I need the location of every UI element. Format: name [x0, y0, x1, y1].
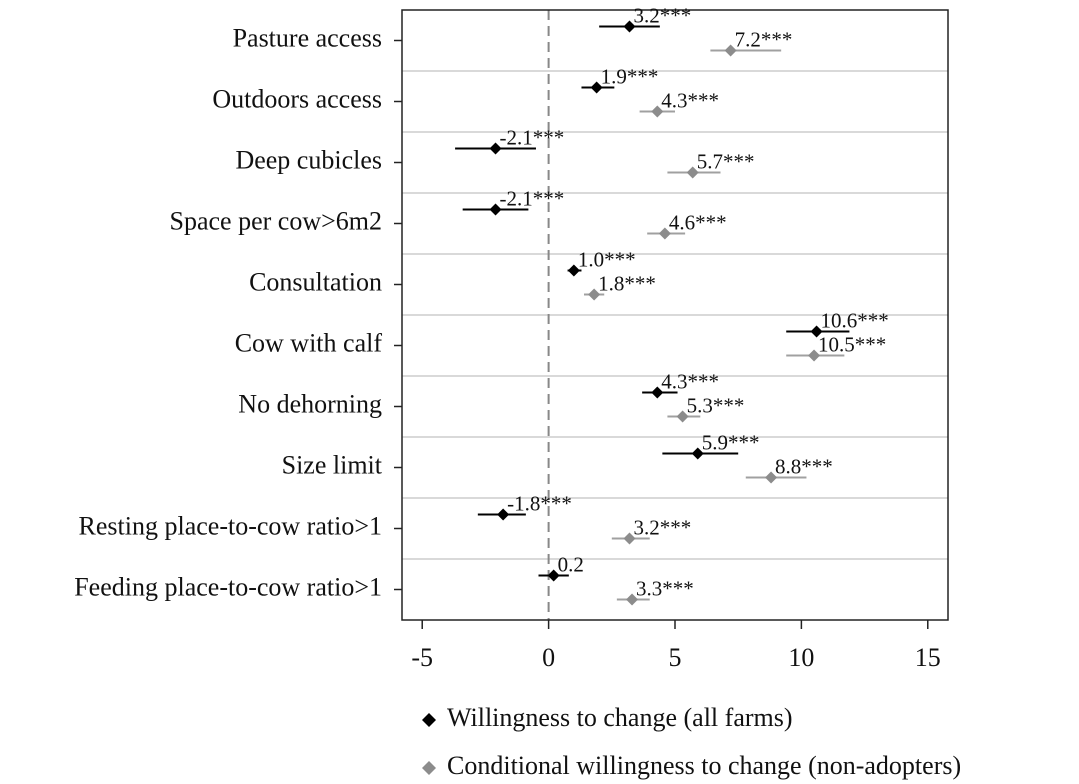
x-tick-label: 10: [788, 643, 814, 672]
data-label: 4.3***: [661, 369, 719, 393]
data-label: 8.8***: [775, 454, 833, 478]
point-marker: [651, 386, 664, 399]
legend-marker: [422, 761, 436, 775]
point-marker: [808, 349, 821, 362]
point-marker: [497, 508, 510, 521]
x-tick-label: 15: [915, 643, 941, 672]
data-label: 7.2***: [735, 27, 793, 51]
y-tick-label: Size limit: [282, 450, 383, 479]
y-tick-label: Consultation: [249, 267, 382, 296]
x-tick-label: -5: [411, 643, 433, 672]
data-label: 5.9***: [702, 430, 760, 454]
point-marker: [489, 203, 502, 216]
data-label: 0.2: [558, 552, 584, 576]
data-label: -2.1***: [500, 186, 565, 210]
point-marker: [686, 166, 699, 179]
point-marker: [676, 410, 689, 423]
point-marker: [651, 105, 664, 118]
point-marker: [658, 227, 671, 240]
point-marker: [724, 44, 737, 57]
data-label: 1.0***: [578, 247, 636, 271]
point-marker: [623, 20, 636, 33]
y-tick-label: No dehorning: [238, 389, 382, 418]
point-marker: [623, 532, 636, 545]
data-label: 3.2***: [634, 3, 692, 27]
data-label: 5.3***: [687, 393, 745, 417]
data-label: 1.8***: [598, 271, 656, 295]
point-marker: [691, 447, 704, 460]
point-marker: [765, 471, 778, 484]
y-tick-label: Outdoors access: [212, 84, 382, 113]
legend-label: Willingness to change (all farms): [447, 703, 793, 732]
point-marker: [547, 569, 560, 582]
point-marker: [626, 593, 639, 606]
x-tick-label: 0: [542, 643, 555, 672]
y-tick-label: Space per cow>6m2: [170, 206, 382, 235]
data-label: 3.3***: [636, 576, 694, 600]
point-marker: [810, 325, 823, 338]
y-tick-label: Feeding place-to-cow ratio>1: [74, 572, 382, 601]
y-tick-label: Resting place-to-cow ratio>1: [79, 511, 382, 540]
point-marker: [590, 81, 603, 94]
x-tick-label: 5: [669, 643, 682, 672]
data-label: 10.6***: [821, 308, 889, 332]
data-label: 4.6***: [669, 210, 727, 234]
point-marker: [588, 288, 601, 301]
point-marker: [567, 264, 580, 277]
legend-marker: [422, 713, 436, 727]
data-label: 4.3***: [661, 88, 719, 112]
data-label: -2.1***: [500, 125, 565, 149]
y-tick-label: Cow with calf: [235, 328, 383, 357]
point-marker: [489, 142, 502, 155]
data-label: -1.8***: [507, 491, 572, 515]
y-tick-label: Deep cubicles: [235, 145, 382, 174]
legend-label: Conditional willingness to change (non-a…: [447, 751, 961, 780]
data-label: 10.5***: [818, 332, 886, 356]
data-label: 1.9***: [601, 64, 659, 88]
data-label: 3.2***: [634, 515, 692, 539]
y-tick-label: Pasture access: [233, 23, 382, 52]
data-label: 5.7***: [697, 149, 755, 173]
